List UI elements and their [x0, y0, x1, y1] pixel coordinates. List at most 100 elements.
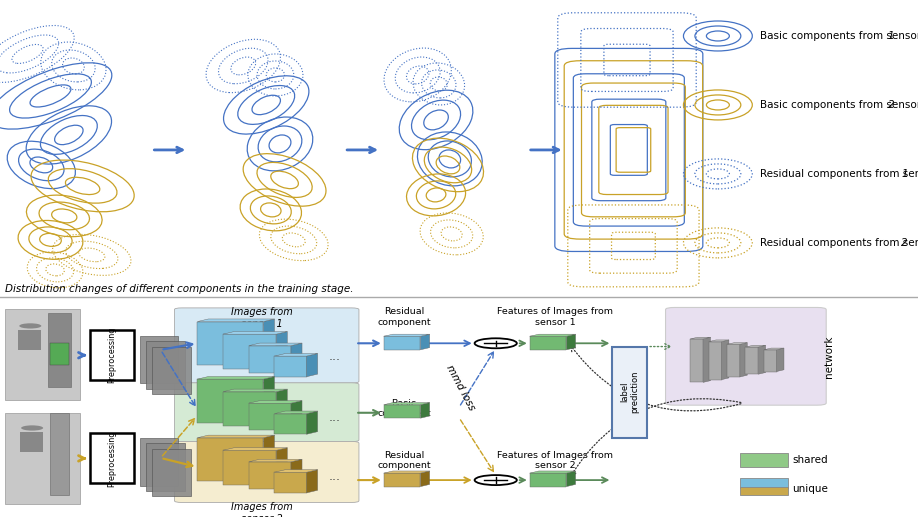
Bar	[727, 344, 740, 377]
Text: 1: 1	[901, 169, 908, 179]
Bar	[249, 462, 291, 489]
Polygon shape	[276, 448, 287, 485]
Polygon shape	[291, 459, 302, 489]
Bar	[197, 438, 263, 481]
Circle shape	[21, 425, 43, 431]
Bar	[5, 309, 80, 400]
Text: shared: shared	[792, 455, 828, 465]
Bar	[530, 473, 566, 486]
Polygon shape	[263, 376, 274, 422]
Text: 2: 2	[888, 100, 894, 110]
Bar	[146, 341, 185, 389]
Text: network: network	[824, 335, 834, 377]
Bar	[90, 330, 134, 380]
Polygon shape	[690, 337, 711, 339]
FancyBboxPatch shape	[740, 452, 788, 467]
Bar	[197, 379, 263, 422]
Text: Basic
component: Basic component	[377, 399, 431, 418]
Bar	[384, 405, 420, 418]
Bar	[709, 342, 722, 379]
Bar	[18, 330, 41, 350]
Text: Basic components from sensor: Basic components from sensor	[760, 31, 918, 41]
Polygon shape	[745, 345, 766, 347]
Polygon shape	[777, 348, 784, 372]
Polygon shape	[276, 389, 287, 427]
Bar	[690, 339, 703, 383]
Text: unique: unique	[792, 484, 828, 494]
Polygon shape	[223, 448, 287, 450]
Bar	[745, 347, 758, 374]
Text: Residual components from sensor: Residual components from sensor	[760, 169, 918, 179]
Polygon shape	[307, 411, 318, 434]
Polygon shape	[197, 435, 274, 438]
Bar	[50, 343, 69, 365]
Circle shape	[19, 323, 41, 328]
Text: Residual
component: Residual component	[377, 308, 431, 327]
Polygon shape	[197, 319, 274, 322]
Bar	[274, 472, 307, 493]
Circle shape	[475, 338, 517, 348]
Polygon shape	[197, 376, 274, 379]
FancyBboxPatch shape	[666, 308, 826, 405]
Text: label
prediction: label prediction	[620, 371, 640, 414]
Polygon shape	[566, 471, 576, 486]
FancyBboxPatch shape	[740, 487, 788, 495]
Bar	[20, 432, 43, 452]
Polygon shape	[307, 354, 318, 377]
Polygon shape	[420, 403, 430, 418]
Text: ...: ...	[329, 470, 341, 483]
Text: Preprocessing: Preprocessing	[107, 327, 117, 384]
Bar	[249, 403, 291, 430]
Text: ...: ...	[329, 350, 341, 363]
Polygon shape	[530, 334, 576, 337]
Bar	[5, 413, 80, 504]
Polygon shape	[291, 343, 302, 373]
Polygon shape	[420, 471, 430, 486]
Bar	[223, 392, 276, 427]
Polygon shape	[709, 340, 729, 342]
FancyBboxPatch shape	[174, 308, 359, 383]
Polygon shape	[384, 403, 430, 405]
Polygon shape	[223, 331, 287, 334]
Text: Basic components from sensor: Basic components from sensor	[760, 100, 918, 110]
Polygon shape	[384, 334, 430, 337]
Bar	[223, 450, 276, 485]
Polygon shape	[758, 345, 766, 374]
Polygon shape	[249, 459, 302, 462]
Text: Images from
sensor 2: Images from sensor 2	[230, 502, 293, 517]
Polygon shape	[384, 471, 430, 473]
Polygon shape	[291, 401, 302, 430]
Polygon shape	[740, 343, 747, 377]
Circle shape	[475, 475, 517, 485]
Bar	[152, 346, 191, 394]
Polygon shape	[223, 389, 287, 392]
Text: ...: ...	[329, 410, 341, 423]
Text: Residual components from sensor: Residual components from sensor	[760, 238, 918, 248]
Bar	[152, 449, 191, 496]
FancyBboxPatch shape	[174, 383, 359, 442]
Text: mmd loss: mmd loss	[444, 363, 477, 412]
Polygon shape	[727, 343, 747, 344]
Bar	[140, 438, 178, 485]
Bar	[530, 337, 566, 350]
Polygon shape	[276, 331, 287, 369]
Bar	[140, 336, 178, 384]
Text: Features of Images from
sensor 1: Features of Images from sensor 1	[498, 308, 613, 327]
FancyBboxPatch shape	[174, 442, 359, 503]
Text: Preprocessing: Preprocessing	[107, 430, 117, 486]
Bar	[764, 350, 777, 372]
FancyBboxPatch shape	[740, 478, 788, 488]
Polygon shape	[249, 401, 302, 403]
Polygon shape	[263, 435, 274, 481]
Polygon shape	[530, 471, 576, 473]
Polygon shape	[263, 319, 274, 365]
Bar	[223, 334, 276, 369]
Text: Distribution changes of different components in the training stage.: Distribution changes of different compon…	[5, 284, 353, 294]
Text: Residual
component: Residual component	[377, 451, 431, 470]
Text: 1: 1	[888, 31, 894, 41]
Bar	[384, 337, 420, 350]
Polygon shape	[566, 334, 576, 350]
Polygon shape	[249, 343, 302, 346]
Text: 2: 2	[901, 238, 908, 248]
Polygon shape	[764, 348, 784, 350]
